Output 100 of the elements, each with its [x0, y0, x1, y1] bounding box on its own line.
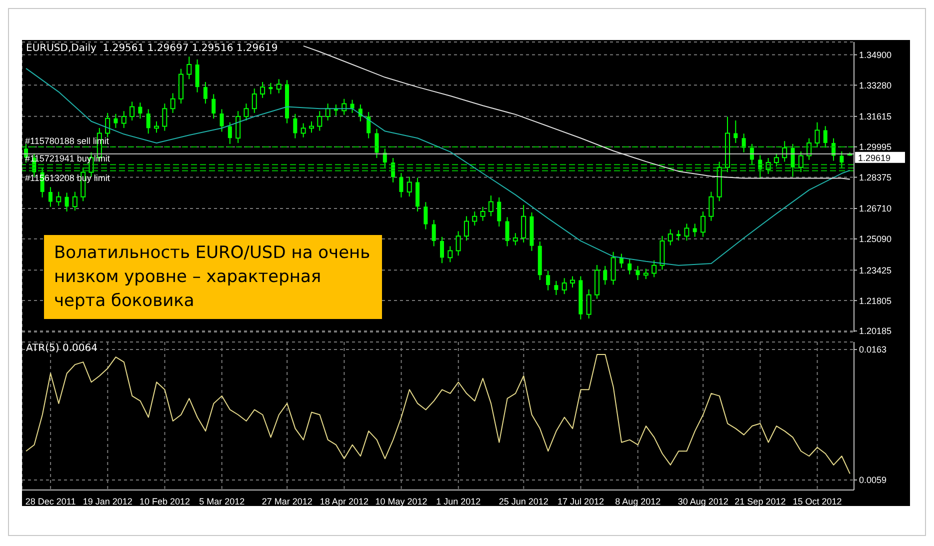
candlestick: [293, 113, 298, 139]
x-tick-label: 21 Sep 2012: [734, 496, 786, 506]
candlestick: [252, 88, 257, 114]
candlestick: [260, 81, 266, 98]
candlestick: [546, 270, 550, 291]
y-tick-label: 1.29995: [859, 142, 892, 152]
candlestick: [488, 195, 494, 217]
candlestick: [154, 120, 160, 134]
candlestick: [774, 152, 779, 167]
candlestick: [512, 232, 518, 246]
candlestick: [432, 219, 436, 247]
candlestick: [742, 133, 746, 153]
candlestick: [643, 268, 648, 280]
candlestick: [668, 228, 673, 246]
y-tick-label: 1.20185: [859, 326, 892, 336]
candlestick: [212, 94, 216, 120]
x-tick-label: 10 May 2012: [375, 496, 428, 506]
x-tick-label: 17 Jul 2012: [557, 496, 604, 506]
ref-line-label: 1.29619: [858, 152, 891, 163]
candlestick: [382, 148, 387, 168]
x-tick-label: 10 Feb 2012: [139, 496, 190, 506]
candlestick: [374, 128, 379, 158]
candlestick: [480, 206, 486, 222]
candlestick: [268, 82, 273, 95]
candlestick: [228, 122, 232, 144]
candlestick: [121, 110, 126, 128]
candlestick: [440, 236, 444, 264]
candlestick: [692, 223, 697, 238]
x-tick-label: 5 Mar 2012: [199, 496, 245, 506]
candlestick: [424, 202, 428, 230]
candlestick: [840, 150, 844, 168]
candlestick: [317, 110, 322, 132]
line-series: [26, 354, 850, 474]
candlestick: [195, 58, 200, 93]
candlestick: [521, 204, 526, 243]
candlestick: [300, 122, 306, 138]
candlestick: [186, 56, 192, 80]
x-tick-label: 28 Dec 2011: [25, 496, 76, 506]
candlestick: [782, 140, 788, 162]
candlestick: [603, 265, 608, 286]
y-tick-label: 1.31615: [859, 112, 892, 122]
candlestick: [652, 260, 657, 278]
candlestick: [162, 103, 168, 132]
candlestick: [448, 246, 453, 263]
y-tick-label: 0.0163: [859, 344, 887, 355]
candlestick: [472, 210, 478, 226]
candlestick: [325, 103, 330, 121]
candlestick: [170, 92, 176, 114]
x-tick-label: 8 Aug 2012: [615, 496, 661, 506]
candlestick: [114, 113, 118, 128]
candlestick: [734, 120, 738, 144]
candlestick: [676, 230, 681, 242]
x-tick-label: 19 Jan 2012: [82, 496, 132, 506]
candlestick: [570, 276, 576, 288]
candlestick: [586, 288, 592, 319]
candlestick: [497, 196, 502, 228]
y-tick-label: 1.21805: [859, 296, 892, 306]
candlestick: [399, 172, 404, 198]
x-tick-label: 15 Oct 2012: [792, 496, 842, 506]
candlestick: [628, 258, 632, 275]
candlestick: [244, 103, 249, 121]
x-tick-label: 25 Jun 2012: [498, 496, 548, 506]
candlestick: [56, 191, 62, 206]
y-tick-label: 1.25090: [859, 234, 892, 244]
chart-title: EURUSD,Daily 1.29561 1.29697 1.29516 1.29619: [26, 43, 278, 54]
y-tick-label: 1.23425: [859, 265, 892, 276]
x-tick-label: 27 Mar 2012: [262, 496, 312, 506]
candlestick: [798, 150, 804, 173]
candlestick: [708, 191, 714, 222]
candlestick: [406, 176, 412, 197]
candlestick: [105, 112, 110, 138]
line-series: [302, 45, 850, 180]
candlestick: [130, 101, 135, 121]
candlestick: [146, 108, 150, 134]
candlestick: [308, 120, 314, 134]
y-tick-label: 0.0059: [859, 475, 887, 486]
y-tick-label: 1.33280: [859, 80, 892, 90]
candlestick: [366, 112, 371, 139]
candlestick: [790, 143, 795, 178]
candlestick: [684, 223, 690, 242]
candlestick: [823, 126, 828, 148]
y-tick-label: 1.28375: [859, 172, 892, 182]
candlestick: [276, 78, 282, 94]
candlestick: [72, 191, 78, 212]
y-tick-label: 1.34900: [859, 50, 892, 60]
candlestick: [236, 110, 241, 144]
chart-title: ATR(5) 0.0064: [26, 343, 98, 354]
candlestick: [562, 278, 567, 295]
candlestick: [203, 81, 208, 104]
candlestick: [138, 102, 142, 120]
candlestick: [636, 265, 640, 281]
candlestick: [505, 216, 510, 247]
candlestick: [220, 108, 224, 132]
candlestick: [814, 122, 820, 148]
candlestick: [700, 210, 706, 238]
candlestick: [456, 230, 461, 256]
x-tick-label: 18 Apr 2012: [320, 496, 368, 506]
candlestick: [554, 280, 558, 296]
x-tick-label: 1 Jun 2012: [436, 496, 481, 506]
candlestick: [48, 186, 52, 208]
